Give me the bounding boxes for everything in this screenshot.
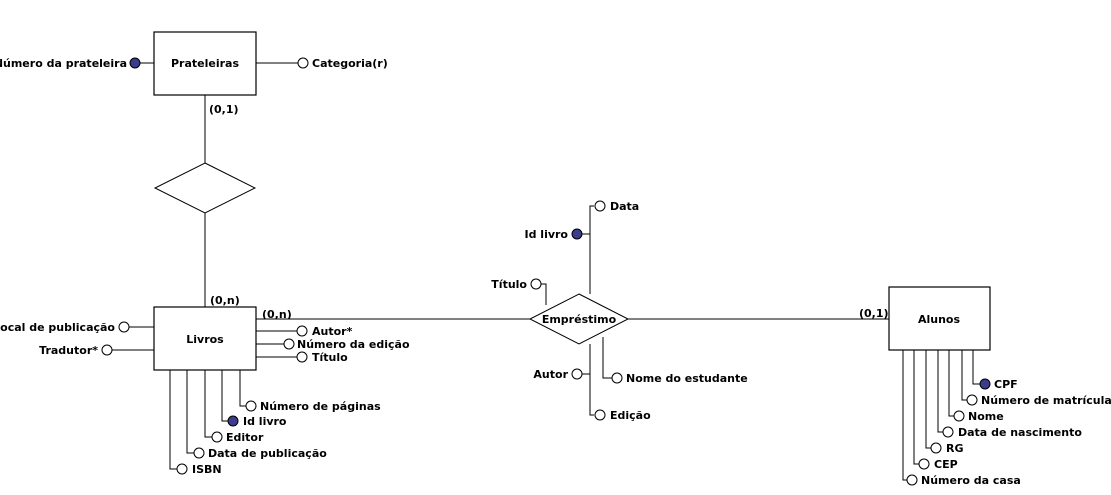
attribute-marker (296, 351, 308, 363)
attribute-marker (297, 57, 309, 69)
attribute-marker (530, 278, 542, 290)
connector-line (186, 370, 194, 454)
connector-line (589, 344, 594, 416)
connector-line (169, 370, 177, 470)
attribute-local-publicacao: Local de publicação (0, 321, 115, 334)
attribute-marker (176, 463, 188, 475)
relationship-diamond-unnamed (153, 162, 257, 214)
attribute-marker (283, 338, 295, 350)
connector-line (221, 370, 228, 422)
attribute-autor-emprestimo: Autor (533, 368, 568, 381)
entity-livros (153, 306, 257, 371)
key-attribute-marker (227, 415, 239, 427)
entity-label-livros: Livros (186, 333, 224, 346)
connector-line (972, 350, 980, 385)
attribute-id-livro: Id livro (243, 415, 287, 428)
attribute-marker (918, 458, 930, 470)
attribute-isbn: ISBN (192, 463, 222, 476)
prateleiras-group: Número da prateleira Categoria(r) Pratel… (0, 31, 388, 116)
attribute-marker (594, 200, 606, 212)
attribute-marker (211, 431, 223, 443)
attribute-rg: RG (946, 442, 964, 455)
attribute-data: Data (610, 200, 639, 213)
connector-line (961, 350, 967, 401)
entity-alunos (888, 286, 991, 351)
cardinality-livros-right: (0,n) (262, 308, 292, 321)
attribute-marker (571, 368, 583, 380)
attribute-cep: CEP (934, 458, 958, 471)
key-attribute-marker (571, 228, 583, 240)
attribute-marker (953, 410, 965, 422)
attribute-editor: Editor (226, 431, 264, 444)
relationship-emprestimo (528, 293, 630, 345)
connector-line (948, 350, 954, 417)
attribute-numero-casa: Número da casa (921, 474, 1021, 487)
attribute-edicao: Edição (610, 409, 651, 422)
attribute-marker (193, 447, 205, 459)
attribute-marker (930, 442, 942, 454)
attribute-numero-matricula: Número de matrícula (981, 394, 1111, 407)
connector-line (902, 350, 907, 481)
connector-line (602, 337, 612, 379)
connector-line (937, 350, 943, 433)
cardinality-livros-top: (0,n) (210, 294, 240, 307)
attribute-marker (942, 426, 954, 438)
attribute-tradutor: Tradutor* (39, 344, 98, 357)
attribute-marker (296, 325, 308, 337)
attribute-marker (118, 321, 130, 333)
connector-line (925, 350, 931, 449)
attribute-id-livro-emprestimo: Id livro (525, 228, 569, 241)
connector-line (204, 370, 212, 438)
entity-prateleiras (153, 31, 257, 96)
attribute-marker (594, 409, 606, 421)
attribute-marker (101, 344, 113, 356)
entity-label-prateleiras: Prateleiras (171, 57, 239, 70)
alunos-group: (0,1) CPF Número de matrícula Nome Data … (859, 286, 1111, 487)
attribute-titulo: Título (312, 351, 348, 364)
livros-group: (0,n) (0,n) Local de publicação Tradutor… (0, 294, 410, 476)
connector-line (239, 370, 246, 407)
key-attribute-marker (129, 57, 141, 69)
connector-line (913, 350, 919, 465)
attribute-marker (966, 394, 978, 406)
entity-label-alunos: Alunos (918, 313, 961, 326)
attribute-titulo-emprestimo: Título (491, 278, 527, 291)
attribute-numero-prateleira: Número da prateleira (0, 57, 127, 70)
key-attribute-marker (979, 378, 991, 390)
connector-line (541, 283, 547, 305)
connector-line (589, 205, 594, 294)
relationship-label-emprestimo: Empréstimo (542, 313, 617, 326)
emprestimo-group: Data Id livro Título Edição Autor Nome d… (491, 200, 747, 422)
attribute-numero-paginas: Número de páginas (260, 400, 381, 413)
attribute-data-publicacao: Data de publicação (208, 447, 327, 460)
attribute-marker (906, 474, 918, 486)
attribute-nome: Nome (968, 410, 1004, 423)
attribute-numero-edicao: Número da edição (297, 338, 410, 351)
attribute-marker (611, 372, 623, 384)
cardinality-alunos: (0,1) (859, 307, 889, 320)
attribute-cpf: CPF (994, 378, 1018, 391)
attribute-categoria: Categoria(r) (312, 57, 388, 70)
cardinality-prateleiras: (0,1) (209, 103, 239, 116)
attribute-nome-estudante: Nome do estudante (626, 372, 748, 385)
attribute-autor: Autor* (312, 325, 353, 338)
attribute-data-nascimento: Data de nascimento (958, 426, 1082, 439)
attribute-marker (245, 400, 257, 412)
